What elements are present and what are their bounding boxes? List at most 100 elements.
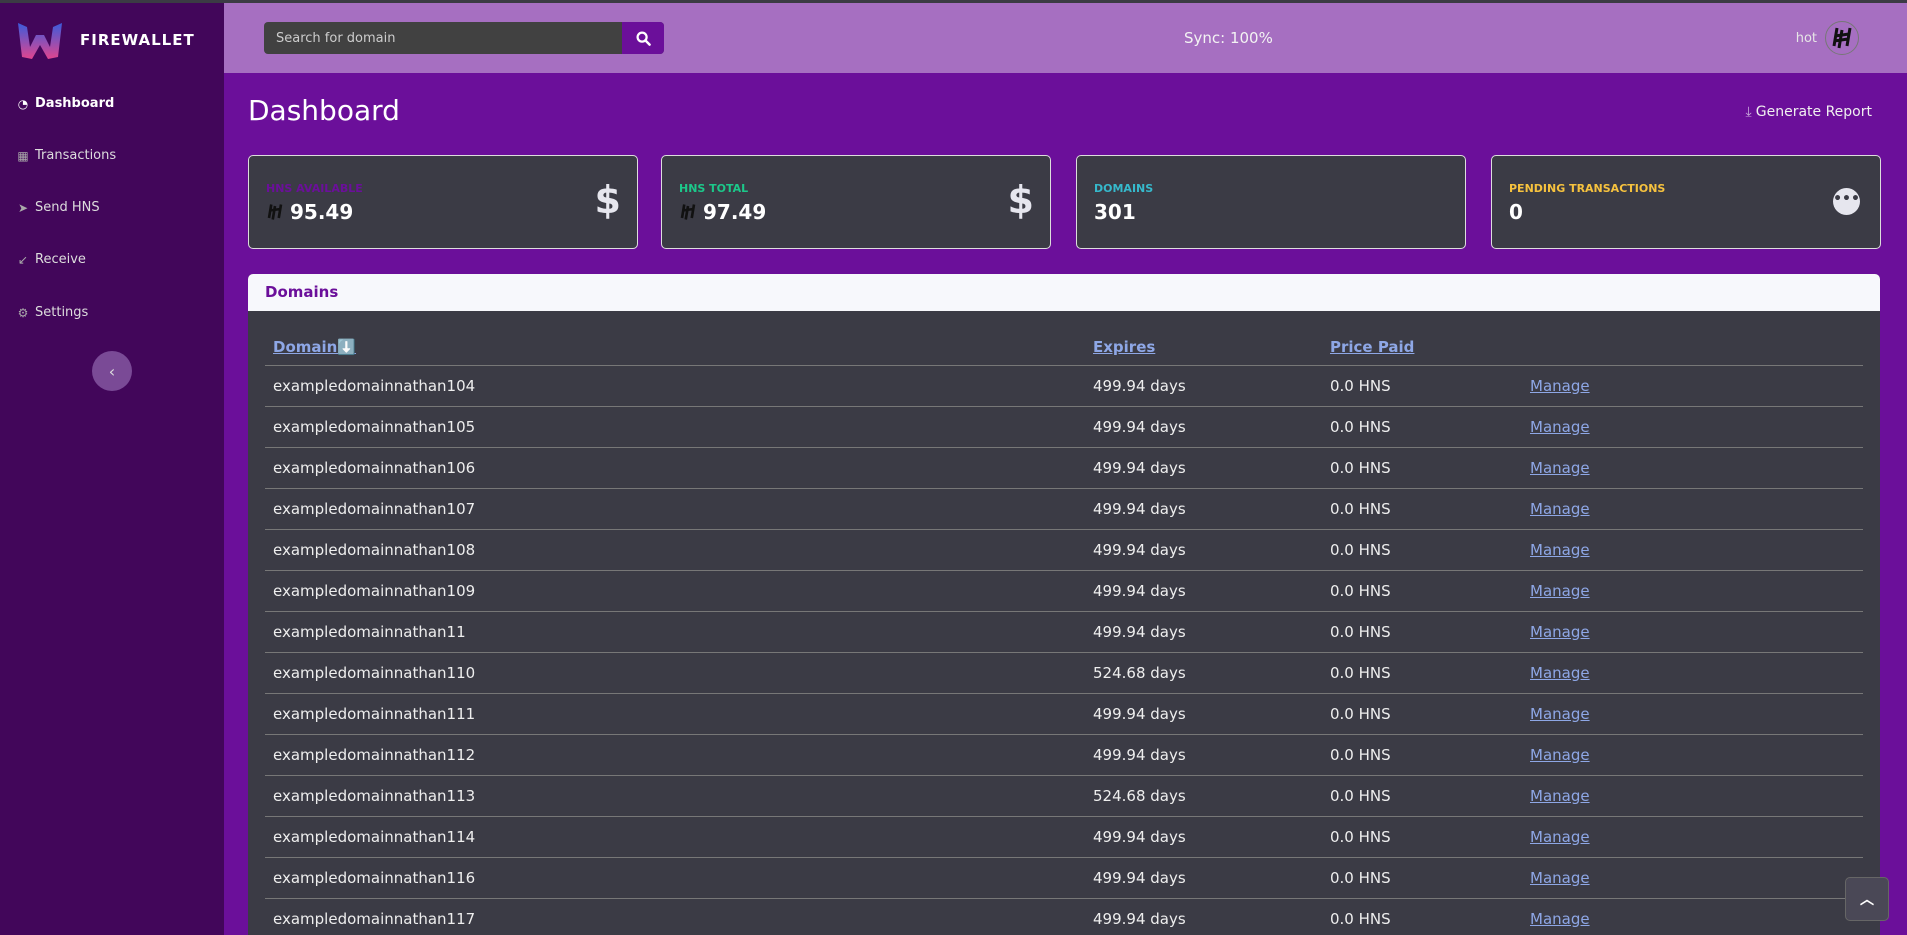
card-hns-available: HNS AVAILABLE 95.49 $	[248, 155, 638, 249]
manage-cell: Manage	[1522, 734, 1863, 776]
generate-report-label: Generate Report	[1755, 104, 1872, 120]
sidebar-item-label: Dashboard	[35, 96, 115, 111]
manage-link[interactable]: Manage	[1530, 540, 1590, 559]
gear-icon: ⚙	[17, 305, 29, 320]
manage-link[interactable]: Manage	[1530, 745, 1590, 764]
manage-cell: Manage	[1522, 857, 1863, 899]
manage-cell: Manage	[1522, 365, 1863, 407]
manage-cell: Manage	[1522, 447, 1863, 489]
avatar	[1825, 21, 1859, 55]
manage-cell: Manage	[1522, 652, 1863, 694]
sidebar-item-receive[interactable]: ↙ Receive	[16, 252, 86, 267]
sort-expires-header[interactable]: Expires	[1093, 337, 1156, 356]
user-menu[interactable]: hot	[1796, 21, 1859, 55]
sync-status: Sync: 100%	[1184, 29, 1273, 47]
expires-cell: 499.94 days	[1085, 734, 1322, 776]
card-label: HNS AVAILABLE	[266, 182, 363, 195]
firewallet-logo	[18, 23, 62, 59]
table-row: exampledomainnathan109 499.94 days 0.0 HNS…	[265, 570, 1863, 612]
expires-cell: 499.94 days	[1085, 816, 1322, 858]
sidebar-item-settings[interactable]: ⚙ Settings	[16, 305, 89, 320]
card-value: 0	[1509, 200, 1523, 224]
manage-link[interactable]: Manage	[1530, 663, 1590, 682]
manage-link[interactable]: Manage	[1530, 622, 1590, 641]
manage-cell: Manage	[1522, 898, 1863, 935]
gauge-icon: ◔	[17, 96, 29, 111]
table-row: exampledomainnathan11 499.94 days 0.0 HNS M…	[265, 611, 1863, 653]
price-cell: 0.0 HNS	[1322, 734, 1522, 776]
scroll-to-top-button[interactable]: ︿	[1845, 877, 1889, 921]
domain-cell: exampledomainnathan113	[265, 775, 1085, 817]
chevron-up-icon: ︿	[1860, 892, 1874, 908]
card-value: 301	[1094, 200, 1136, 224]
more-icon: •••	[1833, 188, 1860, 215]
domain-cell: exampledomainnathan109	[265, 570, 1085, 612]
expires-cell: 499.94 days	[1085, 898, 1322, 935]
table-row: exampledomainnathan111 499.94 days 0.0 HNS…	[265, 693, 1863, 735]
send-icon: ➤	[17, 200, 29, 215]
price-cell: 0.0 HNS	[1322, 529, 1522, 571]
price-cell: 0.0 HNS	[1322, 652, 1522, 694]
sidebar-item-transactions[interactable]: ▦ Transactions	[16, 148, 116, 163]
table-row: exampledomainnathan108 499.94 days 0.0 HNS…	[265, 529, 1863, 571]
table-row: exampledomainnathan106 499.94 days 0.0 HNS…	[265, 447, 1863, 489]
sidebar-item-dashboard[interactable]: ◔ Dashboard	[16, 96, 115, 111]
domains-panel: Domains Domain⬇️ Expires Price Paid exam…	[248, 274, 1880, 935]
dollar-icon: $	[1007, 178, 1034, 222]
price-cell: 0.0 HNS	[1322, 570, 1522, 612]
table-row: exampledomainnathan112 499.94 days 0.0 HNS…	[265, 734, 1863, 776]
card-value-wrap: 0	[1509, 200, 1523, 224]
expires-cell: 499.94 days	[1085, 447, 1322, 489]
expires-cell: 524.68 days	[1085, 775, 1322, 817]
search-input[interactable]	[264, 22, 622, 54]
table-row: exampledomainnathan104 499.94 days 0.0 HNS…	[265, 365, 1863, 407]
table-icon: ▦	[17, 148, 29, 163]
hns-icon	[680, 204, 696, 220]
domains-table: Domain⬇️ Expires Price Paid exampledomai…	[265, 329, 1863, 935]
card-value-wrap: 95.49	[266, 200, 353, 224]
dollar-icon: $	[594, 178, 621, 222]
panel-title: Domains	[248, 274, 1880, 311]
domain-cell: exampledomainnathan106	[265, 447, 1085, 489]
manage-link[interactable]: Manage	[1530, 499, 1590, 518]
sidebar-collapse-button[interactable]: ‹	[92, 351, 132, 391]
manage-link[interactable]: Manage	[1530, 786, 1590, 805]
expires-cell: 524.68 days	[1085, 652, 1322, 694]
sort-price-header[interactable]: Price Paid	[1330, 337, 1415, 356]
domain-cell: exampledomainnathan11	[265, 611, 1085, 653]
hns-icon	[267, 204, 283, 220]
manage-link[interactable]: Manage	[1530, 376, 1590, 395]
manage-link[interactable]: Manage	[1530, 868, 1590, 887]
topbar: Sync: 100% hot	[224, 3, 1907, 73]
domain-cell: exampledomainnathan104	[265, 365, 1085, 407]
manage-cell: Manage	[1522, 529, 1863, 571]
manage-link[interactable]: Manage	[1530, 458, 1590, 477]
expires-cell: 499.94 days	[1085, 529, 1322, 571]
card-value-wrap: 97.49	[679, 200, 766, 224]
price-cell: 0.0 HNS	[1322, 775, 1522, 817]
sidebar-item-send-hns[interactable]: ➤ Send HNS	[16, 200, 100, 215]
generate-report-button[interactable]: ⤓ Generate Report	[1746, 104, 1872, 120]
card-pending-transactions: PENDING TRANSACTIONS 0 •••	[1491, 155, 1881, 249]
sidebar: FIREWALLET ◔ Dashboard ▦ Transactions ➤ Sen…	[0, 3, 224, 935]
card-label: DOMAINS	[1094, 182, 1154, 195]
search-bar	[264, 22, 664, 54]
sort-domain-header[interactable]: Domain⬇️	[273, 337, 357, 356]
search-button[interactable]	[622, 22, 664, 54]
brand[interactable]: FIREWALLET	[18, 21, 195, 59]
manage-link[interactable]: Manage	[1530, 704, 1590, 723]
expires-cell: 499.94 days	[1085, 406, 1322, 448]
download-icon: ⤓	[1745, 104, 1752, 120]
username: hot	[1795, 30, 1817, 46]
table-row: exampledomainnathan107 499.94 days 0.0 HNS…	[265, 488, 1863, 530]
manage-link[interactable]: Manage	[1530, 827, 1590, 846]
manage-cell: Manage	[1522, 693, 1863, 735]
expires-cell: 499.94 days	[1085, 611, 1322, 653]
manage-link[interactable]: Manage	[1530, 417, 1590, 436]
page-title: Dashboard	[248, 94, 400, 127]
manage-link[interactable]: Manage	[1530, 581, 1590, 600]
domain-cell: exampledomainnathan108	[265, 529, 1085, 571]
manage-link[interactable]: Manage	[1530, 909, 1590, 928]
table-row: exampledomainnathan110 524.68 days 0.0 HNS…	[265, 652, 1863, 694]
domain-cell: exampledomainnathan111	[265, 693, 1085, 735]
